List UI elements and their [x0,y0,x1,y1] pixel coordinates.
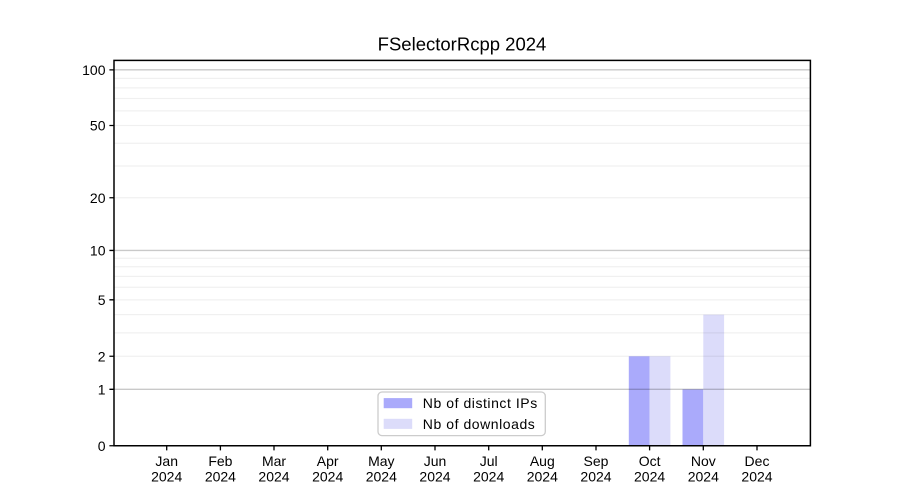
svg-text:2024: 2024 [366,469,397,485]
svg-text:2: 2 [98,348,106,364]
svg-text:50: 50 [90,118,106,134]
svg-text:2024: 2024 [580,469,611,485]
svg-text:Nb of distinct IPs: Nb of distinct IPs [423,395,538,411]
svg-text:20: 20 [90,190,106,206]
svg-text:Aug: Aug [530,453,555,469]
svg-text:Apr: Apr [317,453,339,469]
svg-text:0: 0 [98,438,106,454]
svg-text:Dec: Dec [745,453,770,469]
svg-text:2024: 2024 [688,469,719,485]
svg-text:Mar: Mar [262,453,286,469]
svg-text:2024: 2024 [205,469,236,485]
svg-text:2024: 2024 [312,469,343,485]
svg-text:May: May [368,453,394,469]
svg-text:2024: 2024 [473,469,504,485]
svg-text:10: 10 [90,242,106,258]
svg-text:100: 100 [82,62,106,78]
svg-text:Nb of downloads: Nb of downloads [423,416,536,432]
svg-text:Oct: Oct [639,453,661,469]
svg-text:2024: 2024 [527,469,558,485]
svg-text:Sep: Sep [584,453,609,469]
svg-text:FSelectorRcpp 2024: FSelectorRcpp 2024 [378,34,547,55]
svg-text:Nov: Nov [691,453,716,469]
svg-text:5: 5 [98,292,106,308]
svg-text:Jun: Jun [424,453,447,469]
svg-text:Jul: Jul [480,453,498,469]
svg-text:Feb: Feb [208,453,232,469]
svg-text:1: 1 [98,381,106,397]
svg-text:Jan: Jan [155,453,178,469]
svg-text:2024: 2024 [634,469,665,485]
svg-text:2024: 2024 [258,469,289,485]
svg-text:2024: 2024 [419,469,450,485]
svg-text:2024: 2024 [151,469,182,485]
svg-text:2024: 2024 [741,469,772,485]
